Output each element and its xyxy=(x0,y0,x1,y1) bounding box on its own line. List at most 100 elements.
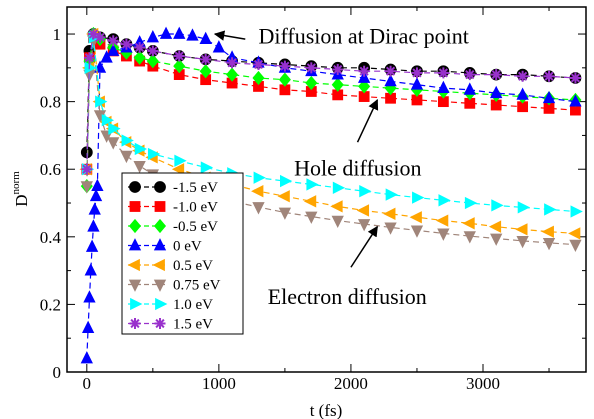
data-point xyxy=(463,82,476,95)
data-point xyxy=(134,142,148,156)
legend-marker xyxy=(155,297,168,311)
data-point xyxy=(107,137,120,150)
annotation-arrow xyxy=(350,225,378,268)
data-point xyxy=(199,64,212,79)
data-point xyxy=(133,50,146,65)
data-point xyxy=(173,50,185,62)
y-axis-label-sup: norm xyxy=(10,171,22,195)
legend-entry: 0 eV xyxy=(128,238,202,255)
data-point xyxy=(159,26,173,39)
data-point xyxy=(437,228,450,241)
svg-text:Dnorm: Dnorm xyxy=(10,171,31,207)
legend-label: 1.0 eV xyxy=(173,297,213,313)
data-point xyxy=(542,90,556,104)
data-point xyxy=(147,45,159,57)
annotation-arrow xyxy=(213,30,246,41)
data-point xyxy=(134,42,146,54)
data-point xyxy=(490,69,502,81)
legend-label: -0.5 eV xyxy=(173,219,218,235)
legend-marker xyxy=(128,238,142,251)
data-point xyxy=(463,231,476,244)
legend-label: -1.0 eV xyxy=(173,200,218,216)
data-point xyxy=(87,219,100,232)
data-point xyxy=(146,53,159,69)
legend-entry: -1.5 eV xyxy=(128,180,218,196)
data-point xyxy=(278,72,291,87)
legend-entry: 0.5 eV xyxy=(127,258,213,274)
data-point xyxy=(330,200,343,213)
data-point xyxy=(107,35,119,47)
data-point xyxy=(570,205,583,218)
data-point xyxy=(437,67,449,79)
data-point xyxy=(490,85,503,99)
data-point xyxy=(173,26,186,39)
legend-marker xyxy=(129,201,141,212)
legend-entry: -1.0 eV xyxy=(128,200,218,216)
data-point xyxy=(81,320,95,333)
data-point xyxy=(410,225,424,238)
data-point xyxy=(253,171,266,184)
data-point xyxy=(331,77,344,92)
data-point xyxy=(410,77,424,90)
data-point xyxy=(357,219,371,232)
data-point xyxy=(438,194,451,207)
legend-label: 0 eV xyxy=(173,239,202,255)
data-point xyxy=(147,147,161,161)
legend-box xyxy=(121,172,244,335)
data-point xyxy=(85,239,99,252)
data-point xyxy=(306,178,319,191)
data-point xyxy=(107,43,120,56)
data-point xyxy=(173,59,186,74)
data-point xyxy=(437,80,450,94)
y-tick-label: 0.4 xyxy=(40,228,62,247)
legend-entry: 0.75 eV xyxy=(128,278,221,294)
data-point xyxy=(385,188,398,201)
data-point xyxy=(252,202,265,215)
data-point xyxy=(279,60,291,72)
data-point xyxy=(305,62,317,74)
data-point xyxy=(84,61,97,74)
data-point xyxy=(303,195,317,208)
x-tick-label: 3000 xyxy=(466,374,500,393)
data-point xyxy=(133,160,146,174)
data-point xyxy=(515,223,528,236)
data-point xyxy=(409,211,422,224)
data-point xyxy=(200,161,214,174)
data-point xyxy=(568,227,581,240)
data-point xyxy=(516,235,529,249)
data-point xyxy=(541,225,554,238)
data-point xyxy=(490,233,503,246)
legend-label: 0.5 eV xyxy=(173,258,213,274)
legend-entry: 1.0 eV xyxy=(128,297,213,313)
data-point xyxy=(171,163,185,176)
data-point xyxy=(359,185,372,198)
legend-marker xyxy=(153,238,167,251)
legend-marker xyxy=(129,181,141,193)
data-point xyxy=(80,181,93,194)
data-point xyxy=(120,38,132,50)
data-point xyxy=(462,217,475,230)
data-point xyxy=(186,28,199,41)
data-point xyxy=(332,181,346,194)
data-point xyxy=(91,178,104,192)
data-point xyxy=(516,87,529,100)
y-tick-label: 0.6 xyxy=(40,160,61,179)
data-point xyxy=(488,220,502,233)
data-point xyxy=(412,191,425,204)
data-point xyxy=(332,64,344,76)
data-point xyxy=(464,69,476,81)
annotation-layer: Diffusion at Dirac point Hole diffusion El… xyxy=(213,24,469,309)
data-point xyxy=(89,188,103,202)
data-point xyxy=(199,31,212,45)
data-point xyxy=(357,70,371,83)
legend-marker xyxy=(127,258,140,272)
y-tick-label: 1 xyxy=(53,25,62,44)
series-layer xyxy=(79,26,583,364)
series-line xyxy=(86,33,576,359)
annotation-arrow xyxy=(356,98,379,143)
legend-marker xyxy=(152,258,165,272)
data-point xyxy=(81,163,93,175)
legend-marker xyxy=(128,218,142,234)
data-point xyxy=(384,73,397,87)
